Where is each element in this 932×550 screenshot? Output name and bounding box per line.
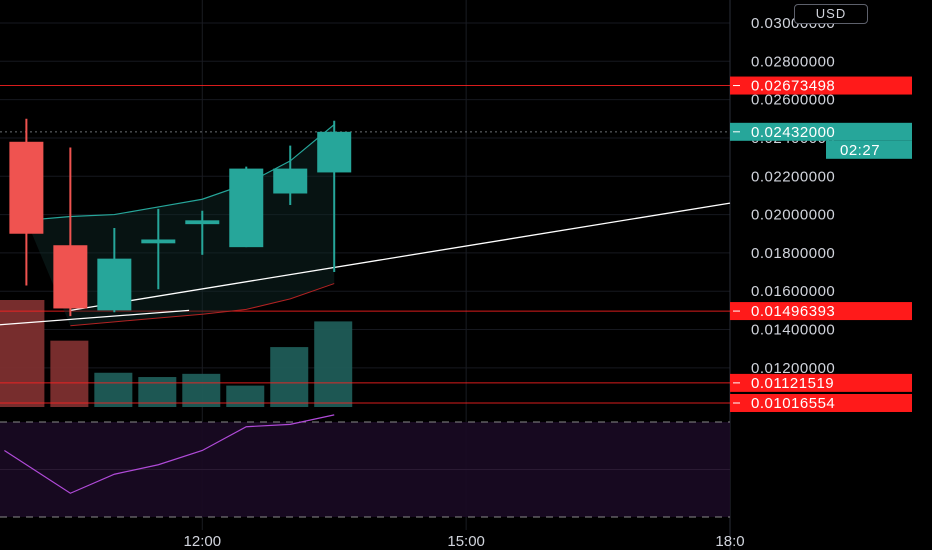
countdown-tag: 02:27 xyxy=(826,140,912,159)
horizontal-levels xyxy=(0,85,730,404)
current-price-tag-background xyxy=(730,122,912,141)
volume-bar xyxy=(94,372,133,407)
price-level-tag-background xyxy=(730,76,912,95)
slow-moving-average-line xyxy=(70,283,335,327)
volume-bar xyxy=(270,347,309,407)
current-price-tag: 0.02432000 xyxy=(730,122,912,141)
candle xyxy=(9,118,44,286)
candle xyxy=(273,145,308,205)
price-level-tag-background xyxy=(730,302,912,321)
price-level-tag-label: 0.01496393 xyxy=(751,303,835,320)
volume-bar xyxy=(0,300,45,407)
candle xyxy=(141,208,176,290)
price-tick-label: 0.01200000 xyxy=(751,360,835,377)
price-tick-label: 0.02600000 xyxy=(751,92,835,109)
candles xyxy=(9,118,352,317)
time-tick-label: 15:00 xyxy=(447,533,485,550)
volume-bars xyxy=(0,300,353,407)
candle-body xyxy=(141,239,176,244)
volume-bar xyxy=(314,321,353,407)
rsi-pane xyxy=(0,414,730,518)
time-axis[interactable]: 12:00 15:00 18:0 xyxy=(184,533,745,550)
countdown-background xyxy=(826,140,912,159)
price-level-tag-background xyxy=(730,373,912,392)
volume-bar xyxy=(182,373,221,407)
candle-body xyxy=(229,168,264,248)
price-tags: 0.02673498 0.01496393 0.01121519 0.01016554… xyxy=(730,76,912,412)
price-tick-label: 0.01800000 xyxy=(751,245,835,262)
price-level-tag: 0.01496393 xyxy=(730,302,912,321)
currency-selector-button[interactable]: USD xyxy=(794,4,868,24)
candle-body xyxy=(273,168,308,194)
price-level-tag-label: 0.01016554 xyxy=(751,395,835,412)
time-tick-label: 18:0 xyxy=(715,533,744,550)
candle xyxy=(97,227,132,313)
candle-body xyxy=(185,220,220,225)
trend-line xyxy=(70,202,731,312)
candle xyxy=(229,166,264,248)
candle xyxy=(53,147,88,317)
volume-bar xyxy=(50,340,89,407)
volume-bar xyxy=(138,377,177,407)
candle-body xyxy=(53,245,88,309)
price-level-tag: 0.02673498 xyxy=(730,76,912,95)
price-tick-label: 0.01400000 xyxy=(751,322,835,339)
moving-average-line xyxy=(26,124,335,221)
price-tick-label: 0.02200000 xyxy=(751,168,835,185)
price-tick-label: 0.01600000 xyxy=(751,283,835,300)
price-level-tag-label: 0.02673498 xyxy=(751,78,835,95)
time-tick-label: 12:00 xyxy=(184,533,222,550)
candle-body xyxy=(9,141,44,234)
price-level-tag: 0.01121519 xyxy=(730,373,912,392)
price-tick-label: 0.02800000 xyxy=(751,53,835,70)
price-level-tag-background xyxy=(730,393,912,412)
candle xyxy=(185,210,220,255)
volume-bar xyxy=(226,385,265,407)
rsi-line xyxy=(4,414,335,494)
current-price-tag-label: 0.02432000 xyxy=(751,124,835,141)
candle-body xyxy=(97,258,132,311)
price-level-tag: 0.01016554 xyxy=(730,393,912,412)
candle-body xyxy=(317,131,352,173)
price-level-tag-label: 0.01121519 xyxy=(751,375,834,392)
candle xyxy=(317,120,352,273)
countdown-label: 02:27 xyxy=(840,142,880,159)
price-tick-label: 0.02000000 xyxy=(751,207,835,224)
trend-line xyxy=(0,309,190,326)
